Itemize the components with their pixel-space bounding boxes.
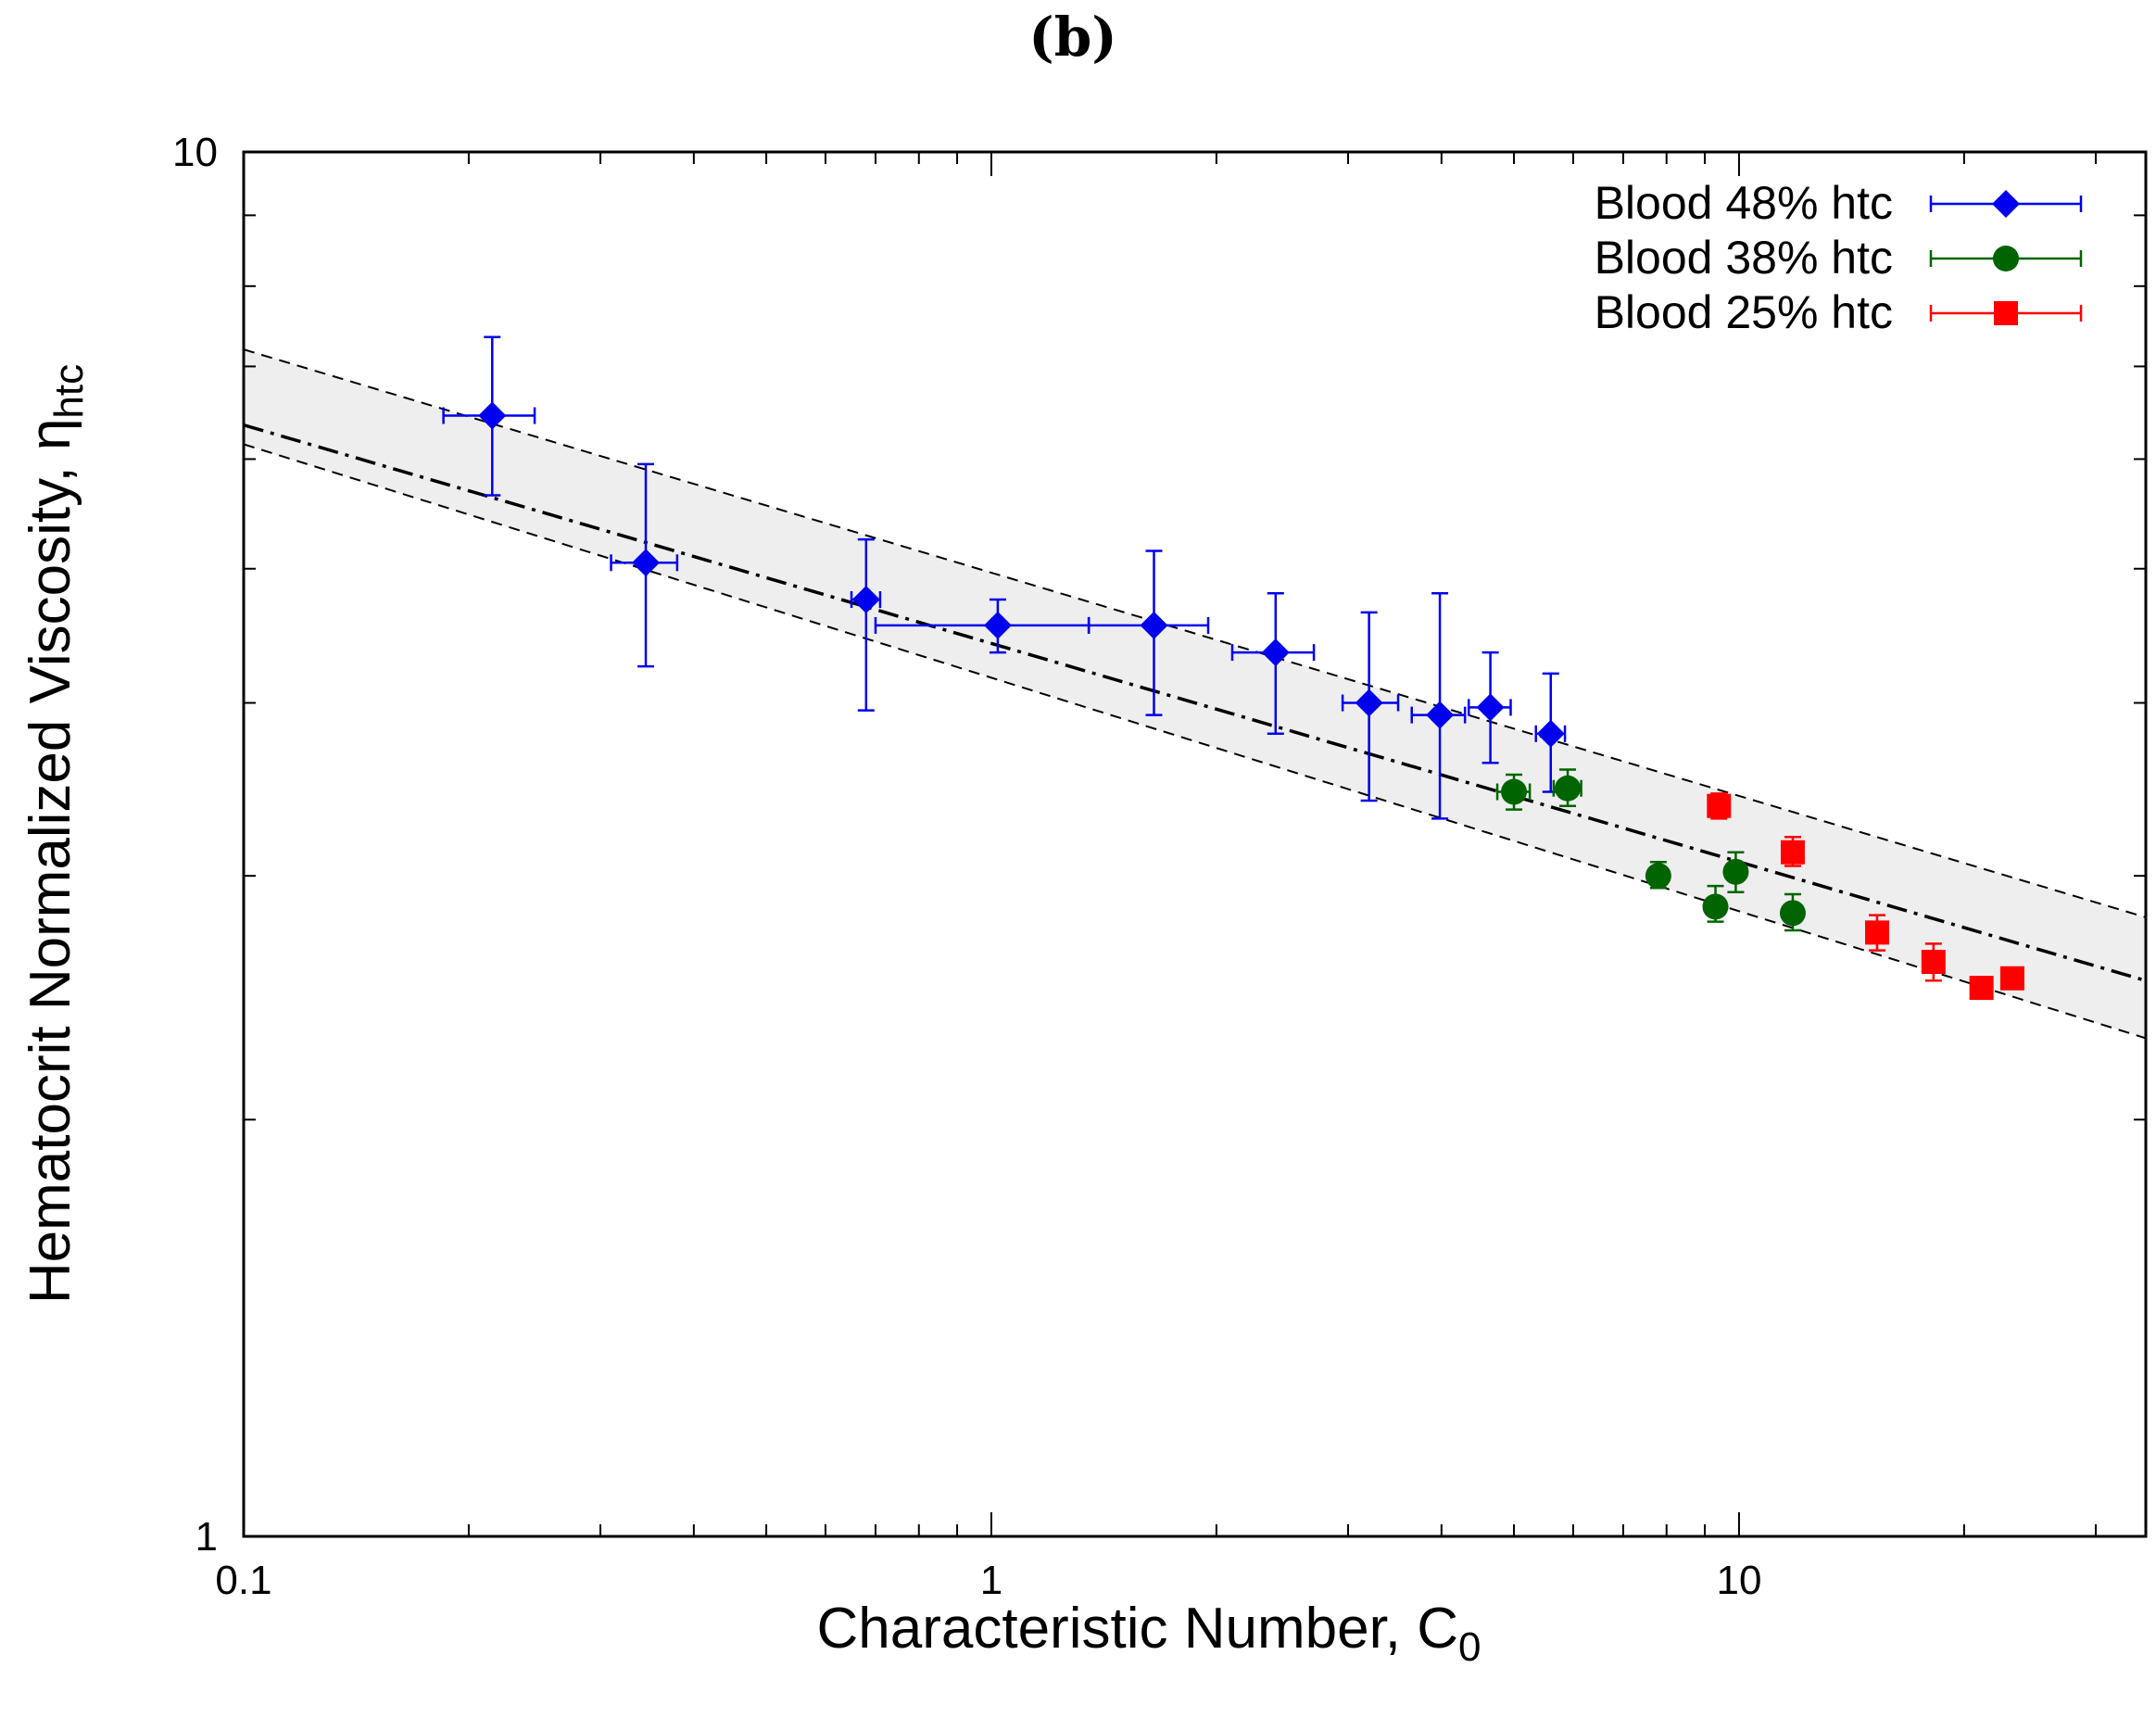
- data-point: [1536, 719, 1565, 748]
- plot-frame: [242, 150, 2148, 1538]
- legend-marker: [1993, 246, 2019, 272]
- chart-title: (b): [1028, 6, 1116, 69]
- data-point: [1779, 900, 1806, 927]
- y-tick-label: 10: [172, 130, 218, 175]
- y-axis-label-main: Hematocrit Normalized Viscosity, η: [19, 419, 82, 1305]
- data-point: [1707, 793, 1732, 818]
- x-axis-label-main: Characteristic Number, C: [816, 1597, 1458, 1661]
- legend-label: Blood 25% htc: [1595, 286, 1893, 338]
- legend-label: Blood 38% htc: [1595, 232, 1893, 284]
- x-axis-label-subscript: 0: [1458, 1624, 1481, 1670]
- data-point: [1261, 638, 1290, 667]
- data-point: [1140, 611, 1168, 639]
- data-point: [1476, 693, 1505, 722]
- legend-label: Blood 48% htc: [1595, 177, 1893, 229]
- data-point: [1645, 863, 1671, 890]
- y-tick-label: 1: [195, 1514, 218, 1560]
- fit-center-line: [243, 423, 2147, 982]
- series-diamond: [442, 335, 1567, 820]
- axis-ticks: [243, 151, 2146, 1537]
- data-point: [983, 611, 1012, 639]
- data-point: [1355, 688, 1383, 717]
- y-axis-label: Hematocrit Normalized Viscosity, ηhtc: [19, 364, 92, 1304]
- data-point: [851, 586, 880, 614]
- data-point: [1780, 840, 1805, 865]
- data-point: [1999, 966, 2024, 991]
- data-point: [1555, 775, 1582, 802]
- x-tick-label: 0.1: [215, 1558, 271, 1603]
- plot-area: [243, 348, 2147, 1040]
- x-axis-label: Characteristic Number, C0: [816, 1597, 1481, 1670]
- legend-marker: [1992, 190, 2020, 218]
- data-point: [1702, 893, 1729, 920]
- y-tick-labels: 1 10: [172, 130, 218, 1560]
- data-series: [442, 335, 2024, 1001]
- data-point: [1921, 950, 1946, 975]
- data-point: [632, 549, 661, 577]
- x-tick-labels: 0.1 1 10: [215, 1558, 1761, 1603]
- fit-upper-bound-line: [243, 348, 2147, 918]
- data-point: [478, 401, 507, 430]
- legend-marker: [1994, 301, 2018, 325]
- data-point: [1864, 920, 1889, 945]
- series-square: [1707, 792, 2024, 1001]
- data-point: [1501, 778, 1528, 805]
- x-tick-label: 1: [980, 1558, 1002, 1603]
- data-point: [1722, 858, 1749, 885]
- series-circle: [1495, 768, 1806, 932]
- fit-band: [244, 349, 2146, 1039]
- data-point: [1426, 701, 1455, 729]
- y-axis-label-subscript: htc: [46, 364, 92, 419]
- data-point: [1969, 976, 1994, 1001]
- x-tick-label: 10: [1716, 1558, 1761, 1603]
